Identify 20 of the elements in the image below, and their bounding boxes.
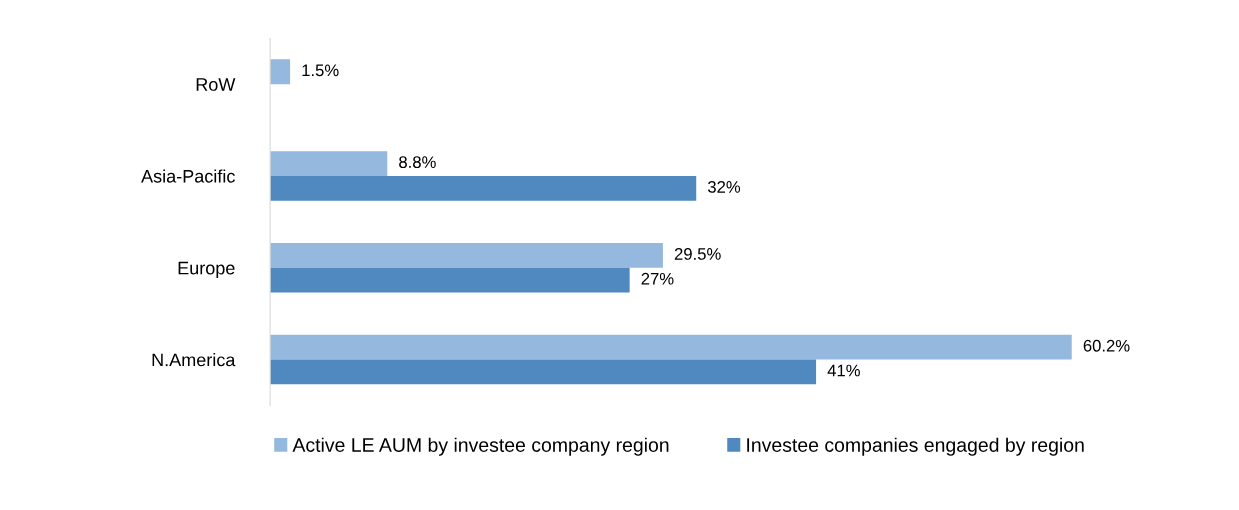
bar: [270, 267, 630, 293]
bar: [270, 175, 697, 201]
y-tick-label: Asia-Pacific: [141, 169, 235, 183]
bar: [270, 334, 1072, 360]
data-label: 27%: [641, 272, 674, 285]
y-tick-label: RoW: [196, 78, 236, 91]
data-label: 41%: [827, 364, 860, 377]
bar: [270, 151, 388, 176]
legend-label: Investee companies engaged by region: [747, 437, 1084, 456]
y-tick-label: N.America: [152, 353, 236, 367]
data-label: 29.5%: [674, 248, 721, 260]
y-tick-label: Europe: [178, 261, 235, 279]
bar: [270, 59, 291, 85]
bar: [270, 242, 663, 268]
legend-label: Active LE AUM by investee company region: [292, 437, 669, 456]
data-label: 1.5%: [302, 64, 339, 77]
bar: [270, 359, 817, 385]
data-label: 60.2%: [1083, 339, 1130, 352]
data-label: 32%: [707, 181, 741, 193]
data-label: 8.8%: [399, 156, 436, 169]
